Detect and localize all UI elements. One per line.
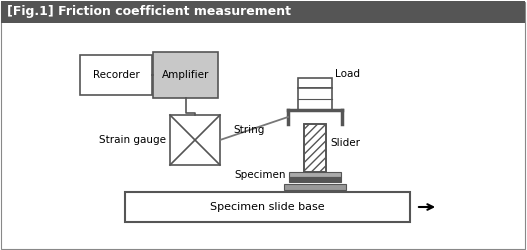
Bar [298,78,332,88]
Text: Specimen slide base: Specimen slide base [210,202,325,212]
Bar [170,115,220,165]
Text: Slider: Slider [330,138,360,148]
Bar [298,88,332,110]
Bar [289,177,341,182]
Text: [Fig.1] Friction coefficient measurement: [Fig.1] Friction coefficient measurement [7,6,291,18]
Bar [304,124,326,172]
Text: Recorder: Recorder [93,70,139,80]
Bar [1,1,525,23]
Text: Specimen: Specimen [235,170,286,180]
Text: Load: Load [335,69,360,79]
Bar [153,52,218,98]
Bar [80,55,152,95]
Bar [289,172,341,177]
Bar [304,124,326,172]
Text: String: String [233,125,265,135]
Bar [125,192,410,222]
Text: Strain gauge: Strain gauge [99,135,166,145]
Bar [284,184,346,190]
Text: Amplifier: Amplifier [162,70,209,80]
